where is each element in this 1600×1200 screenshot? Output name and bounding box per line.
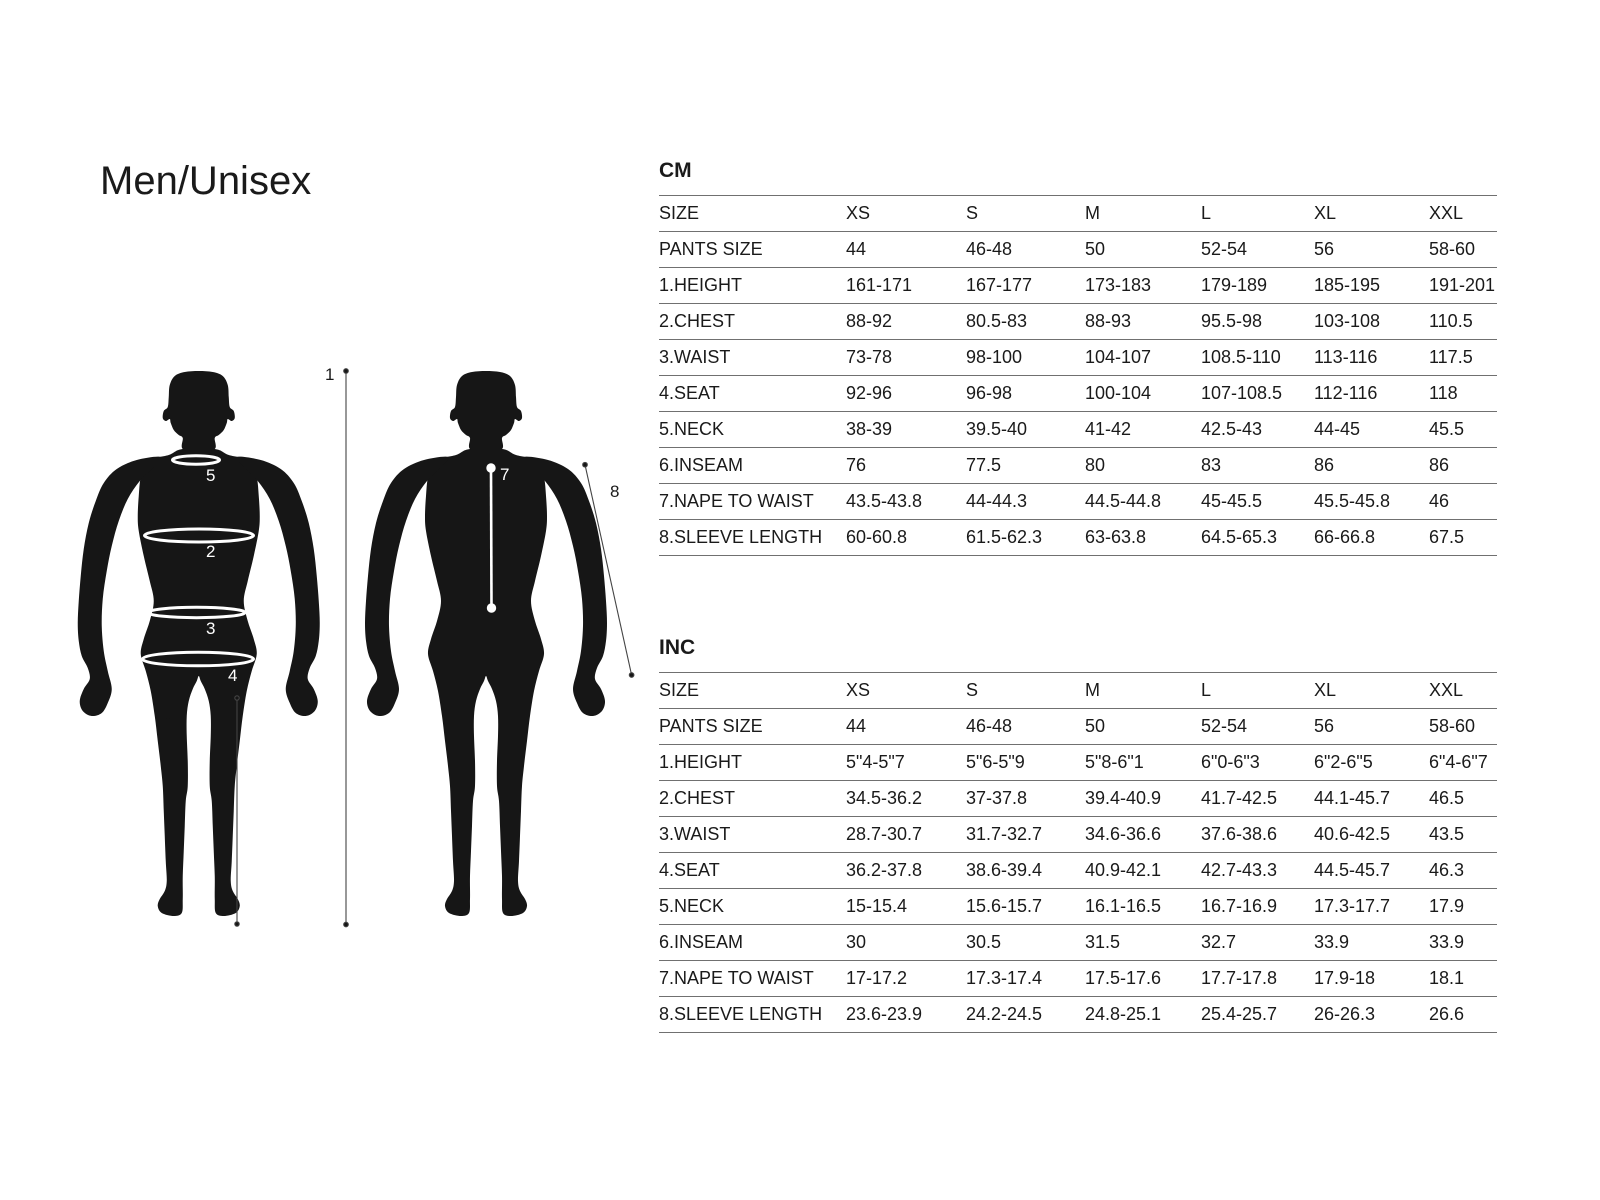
- svg-text:2: 2: [206, 542, 215, 561]
- svg-text:8: 8: [610, 482, 619, 501]
- svg-text:5: 5: [206, 466, 215, 485]
- svg-text:3: 3: [206, 619, 215, 638]
- svg-text:1: 1: [325, 365, 334, 384]
- svg-text:7: 7: [500, 465, 509, 484]
- svg-text:4: 4: [228, 666, 237, 685]
